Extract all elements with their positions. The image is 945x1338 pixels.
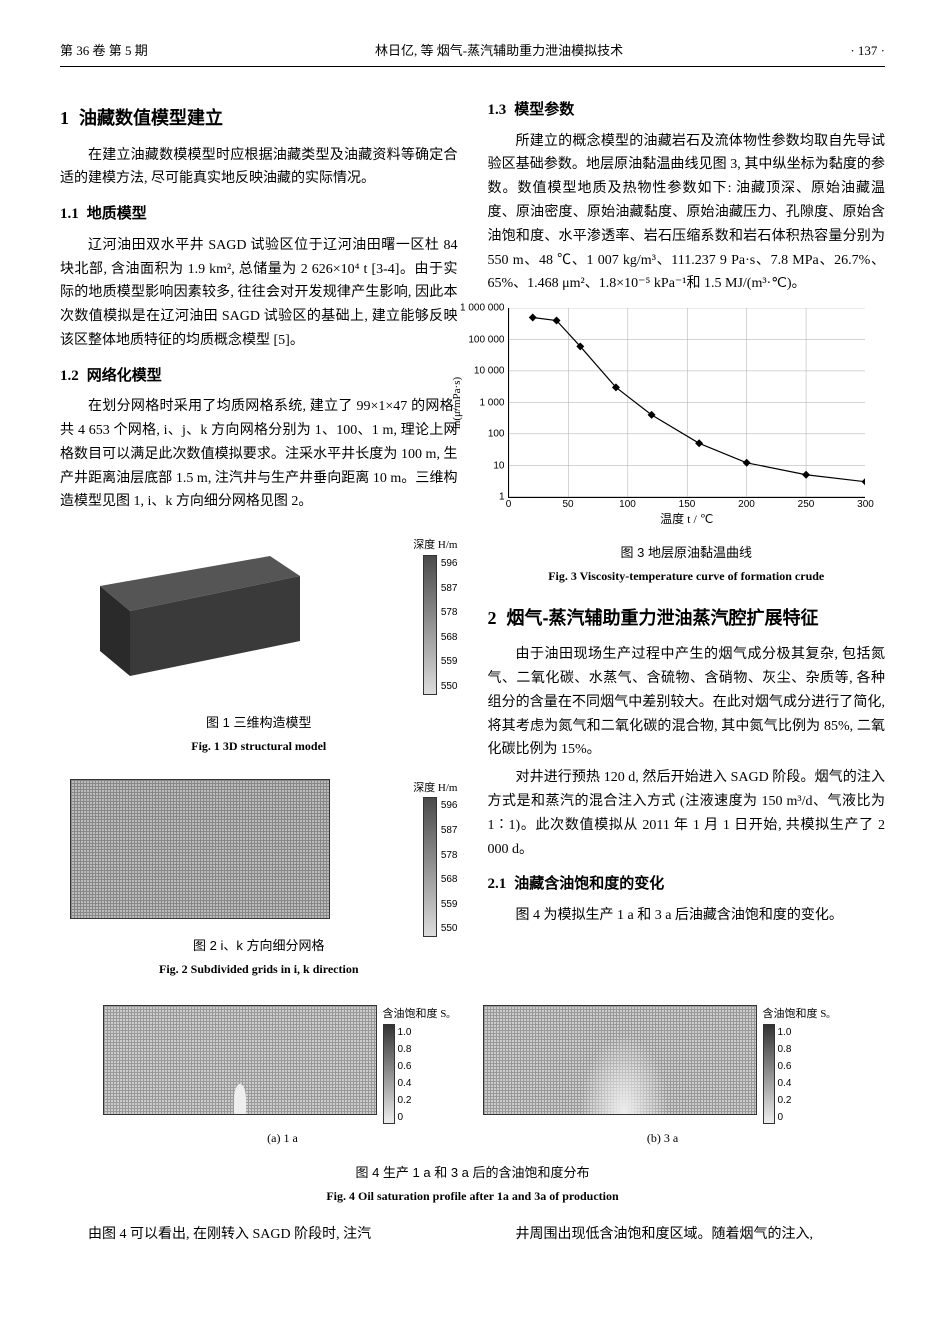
section-1-2-heading: 1.2网络化模型 xyxy=(60,363,458,390)
section-1-heading: 1油藏数值模型建立 xyxy=(60,103,458,134)
s2-para2: 对井进行预热 120 d, 然后开始进入 SAGD 阶段。烟气的注入方式是和蒸汽… xyxy=(488,766,886,861)
header-left: 第 36 卷 第 5 期 xyxy=(60,40,148,62)
figure-2: 深度 H/m 596587578568559550 图 2 i、k 方向细分网格… xyxy=(60,769,458,979)
fig2-caption-en: Fig. 2 Subdivided grids in i, k directio… xyxy=(60,959,458,979)
left-column: 1油藏数值模型建立 在建立油藏数模模型时应根据油藏类型及油藏资料等确定合适的建模… xyxy=(60,87,458,991)
fig1-3d-model xyxy=(70,526,330,696)
figure-3: ln(μ/mPa·s) 温度 t / ℃ 1101001 00010 00010… xyxy=(488,308,886,586)
page-header: 第 36 卷 第 5 期 林日亿, 等 烟气-蒸汽辅助重力泄油模拟技术 · 13… xyxy=(60,40,885,67)
fig4-label-a: (a) 1 a xyxy=(103,1128,463,1148)
fig3-caption-en: Fig. 3 Viscosity-temperature curve of fo… xyxy=(488,566,886,586)
s1-3-body: 所建立的概念模型的油藏岩石及流体物性参数均取自先导试验区基础参数。地层原油黏温曲… xyxy=(488,130,886,297)
fig2-grid xyxy=(70,779,330,919)
section-2-1-heading: 2.1油藏含油饱和度的变化 xyxy=(488,871,886,898)
fig2-caption-cn: 图 2 i、k 方向细分网格 xyxy=(60,935,458,957)
closing-row: 由图 4 可以看出, 在刚转入 SAGD 阶段时, 注汽 井周围出现低含油饱和度… xyxy=(60,1219,885,1251)
fig2-colorbar: 深度 H/m 596587578568559550 xyxy=(348,779,458,938)
s2-1-body: 图 4 为模拟生产 1 a 和 3 a 后油藏含油饱和度的变化。 xyxy=(488,904,886,928)
section-1-1-heading: 1.1地质模型 xyxy=(60,201,458,228)
fig3-plot xyxy=(509,308,865,497)
fig4-panel-b: 含油饱和度 Sₒ 1.00.80.60.40.20 (b) 3 a xyxy=(483,1005,843,1148)
closing-right: 井周围出现低含油饱和度区域。随着烟气的注入, xyxy=(488,1223,886,1247)
fig3-caption-cn: 图 3 地层原油黏温曲线 xyxy=(488,542,886,564)
fig1-caption-cn: 图 1 三维构造模型 xyxy=(60,712,458,734)
s1-2-body: 在划分网格时采用了均质网格系统, 建立了 99×1×47 的网格, 共 4 65… xyxy=(60,395,458,514)
fig1-colorbar: 深度 H/m 596587578568559550 xyxy=(348,536,458,695)
s2-para1: 由于油田现场生产过程中产生的烟气成分极其复杂, 包括氮气、二氧化碳、水蒸气、含硫… xyxy=(488,643,886,762)
fig4-label-b: (b) 3 a xyxy=(483,1128,843,1148)
closing-left: 由图 4 可以看出, 在刚转入 SAGD 阶段时, 注汽 xyxy=(60,1223,458,1247)
fig4-caption-cn: 图 4 生产 1 a 和 3 a 后的含油饱和度分布 xyxy=(60,1162,885,1184)
fig4-grid-b xyxy=(483,1005,757,1115)
section-1-3-heading: 1.3模型参数 xyxy=(488,97,886,124)
s1-intro: 在建立油藏数模模型时应根据油藏类型及油藏资料等确定合适的建模方法, 尽可能真实地… xyxy=(60,144,458,192)
fig1-caption-en: Fig. 1 3D structural model xyxy=(60,736,458,756)
fig3-chart: ln(μ/mPa·s) 温度 t / ℃ 1101001 00010 00010… xyxy=(508,308,866,498)
s1-1-body: 辽河油田双水平井 SAGD 试验区位于辽河油田曙一区杜 84 块北部, 含油面积… xyxy=(60,234,458,353)
header-title: 林日亿, 等 烟气-蒸汽辅助重力泄油模拟技术 xyxy=(148,40,851,62)
figure-4: 含油饱和度 Sₒ 1.00.80.60.40.20 (a) 1 a 含油饱和度 … xyxy=(60,1005,885,1207)
fig4-grid-a xyxy=(103,1005,377,1115)
fig4-panel-a: 含油饱和度 Sₒ 1.00.80.60.40.20 (a) 1 a xyxy=(103,1005,463,1148)
header-page: · 137 · xyxy=(850,40,885,62)
figure-1: 深度 H/m 596587578568559550 图 1 三维构造模型 Fig… xyxy=(60,526,458,756)
section-2-heading: 2烟气-蒸汽辅助重力泄油蒸汽腔扩展特征 xyxy=(488,603,886,634)
fig4-caption-en: Fig. 4 Oil saturation profile after 1a a… xyxy=(60,1186,885,1206)
right-column: 1.3模型参数 所建立的概念模型的油藏岩石及流体物性参数均取自先导试验区基础参数… xyxy=(488,87,886,991)
